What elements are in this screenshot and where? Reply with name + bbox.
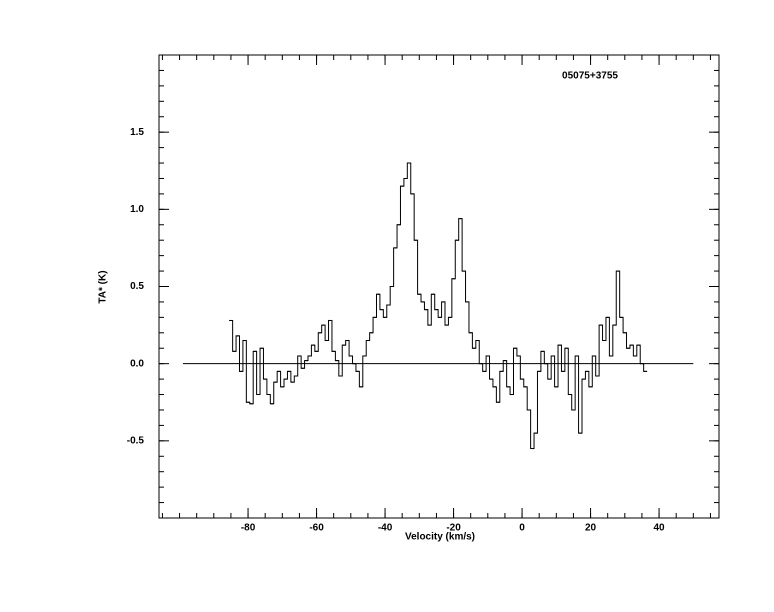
y-axis-label: TA* (K): [98, 270, 109, 303]
y-tick-label: 0.5: [130, 281, 144, 292]
x-axis-label: Velocity (km/s): [405, 532, 475, 543]
x-tick-label: 0: [519, 523, 525, 534]
x-tick-label: -40: [378, 523, 393, 534]
plot-frame: [158, 54, 720, 519]
x-tick-label: 20: [585, 523, 597, 534]
x-tick-label: -80: [241, 523, 256, 534]
y-tick-label: -0.5: [127, 435, 145, 446]
y-tick-label: 1.0: [130, 204, 144, 215]
spectrum-outline: [229, 162, 648, 450]
chart-title: 05075+3755: [562, 71, 618, 82]
y-tick-label: 1.5: [130, 127, 144, 138]
x-tick-label: -20: [446, 523, 461, 534]
y-tick-label: 0.0: [130, 358, 144, 369]
x-tick-label: -60: [309, 523, 324, 534]
x-tick-label: 40: [653, 523, 665, 534]
